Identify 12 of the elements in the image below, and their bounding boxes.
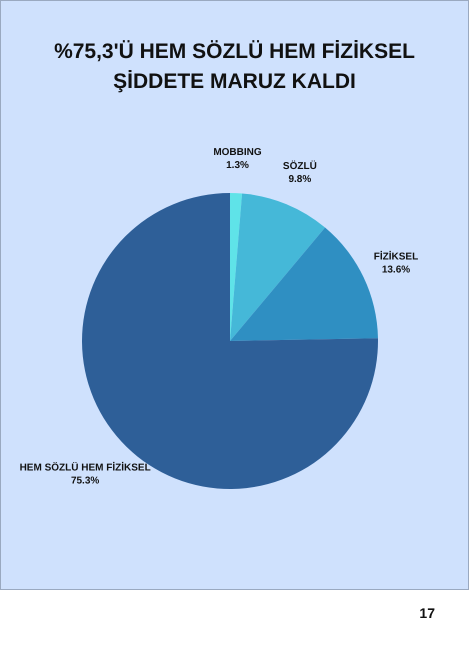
pie-slice	[230, 193, 242, 341]
pie-slice	[230, 193, 326, 341]
chart-title: %75,3'Ü HEM SÖZLÜ HEM FİZİKSEL ŞİDDETE MARUZ KALDI	[53, 39, 416, 95]
data-label: 13.6%	[382, 264, 410, 276]
text: 17	[419, 605, 435, 621]
slice-label: MOBBING	[213, 147, 262, 158]
data-label: 1.3%	[226, 160, 250, 172]
data-label: 75.3%	[70, 475, 100, 486]
slice-label: SÖZLÜ	[282, 160, 317, 172]
data-label: 9.8%	[288, 174, 312, 185]
slice-label: FİZİKSEL	[374, 250, 418, 263]
slice-label: HEM SÖZLÜ HEM FİZİKSEL	[20, 461, 151, 474]
